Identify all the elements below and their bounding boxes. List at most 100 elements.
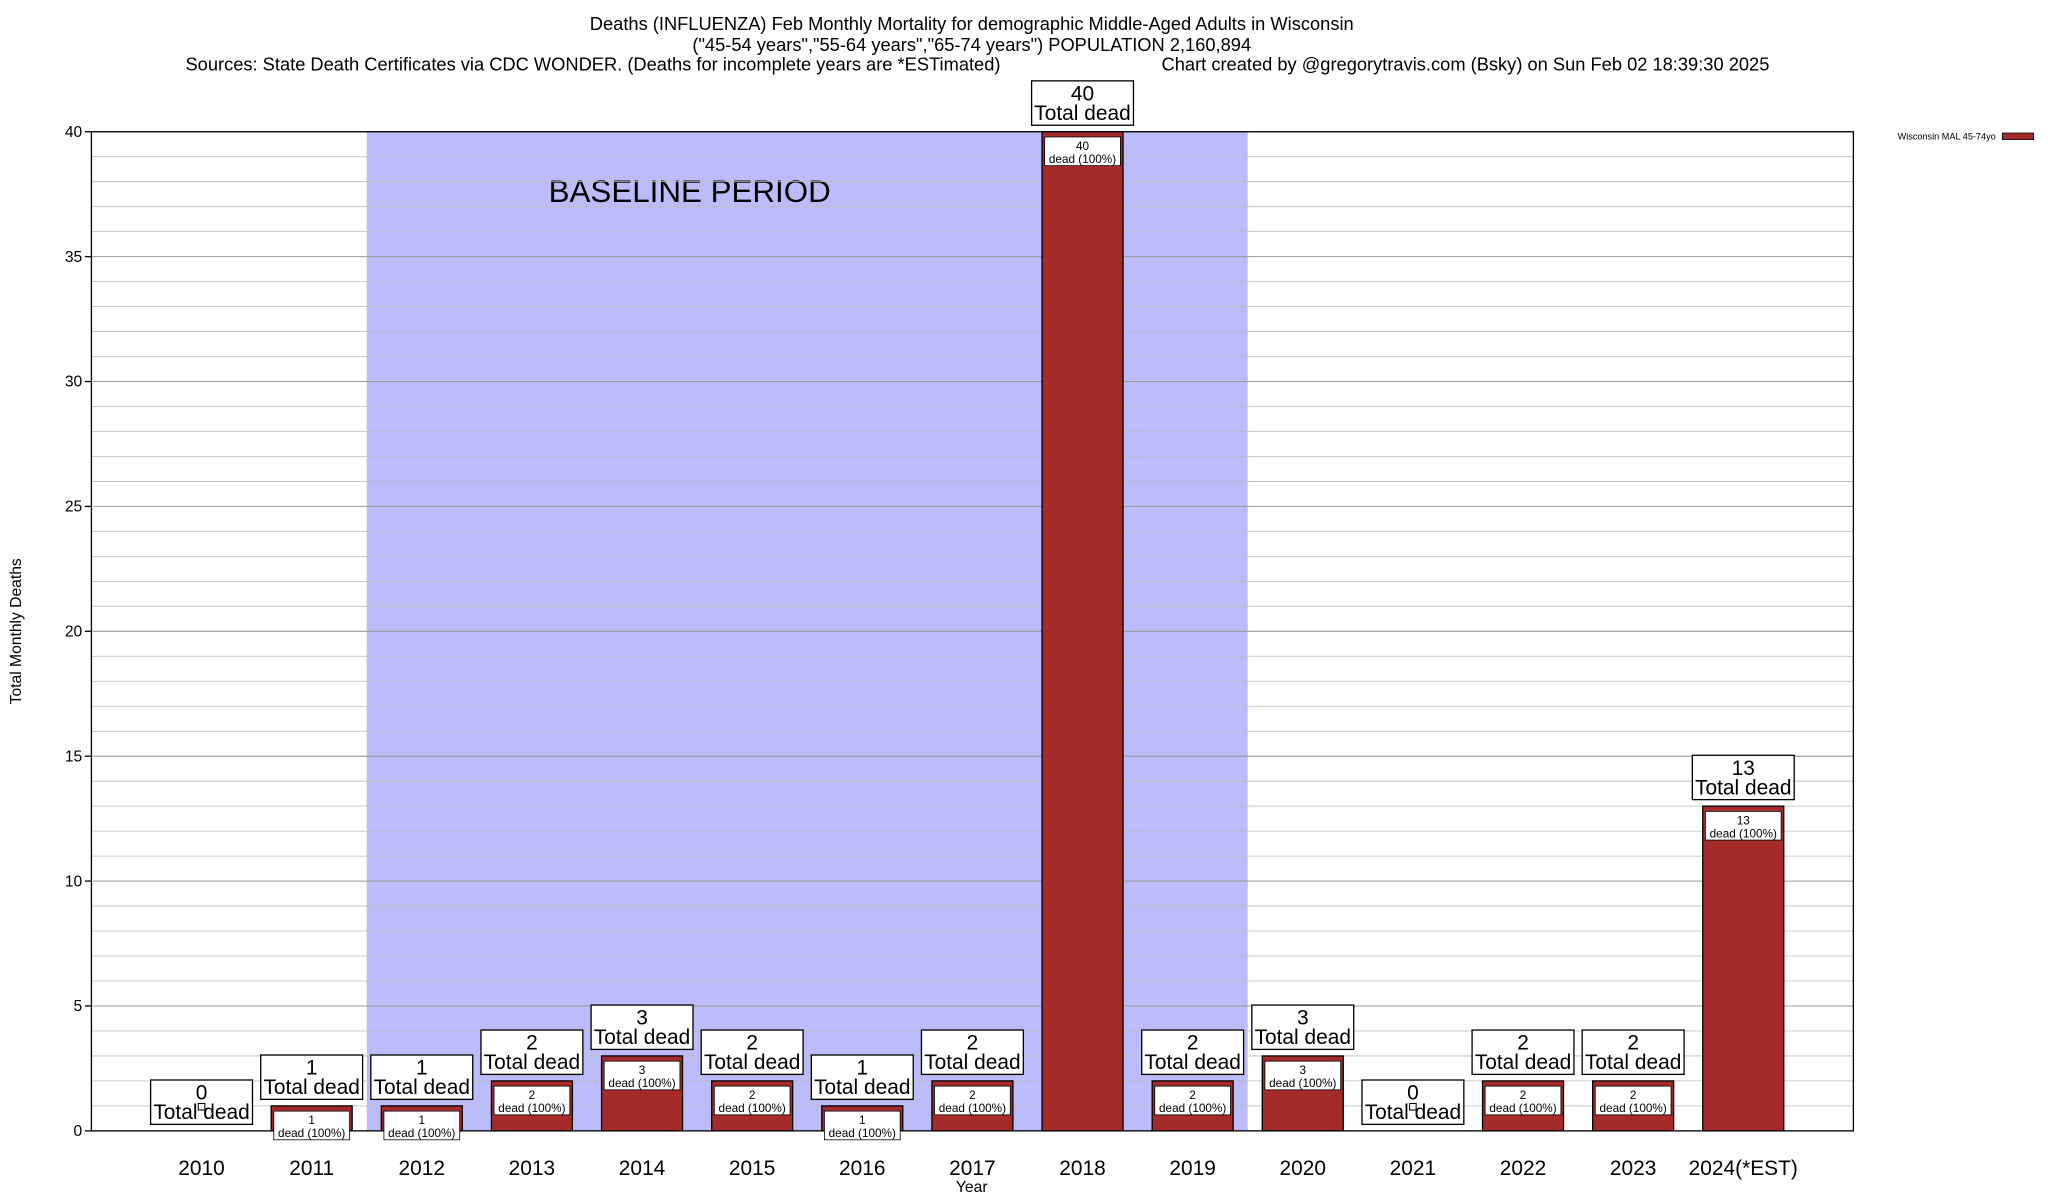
x-tick-label: 2016 [839,1157,885,1180]
legend-label: Wisconsin MAL 45-74yo [1898,132,1996,142]
x-tick-label: 2021 [1390,1157,1436,1180]
total-label: Total dead [484,1051,580,1074]
segment-label: dead (100%) [278,1127,345,1140]
total-value-label: 2 [967,1032,979,1055]
segment-label-box [603,1060,681,1091]
total-label: Total dead [1475,1051,1571,1074]
segment-value-label: 13 [1737,814,1751,827]
x-tick-label: 2023 [1610,1157,1656,1180]
total-value-label: 2 [1187,1032,1199,1055]
segment-value-label: 1 [308,1114,315,1127]
segment-label: dead (100%) [1710,827,1777,840]
total-label: Total dead [594,1026,690,1049]
segment-label-box [273,1110,350,1141]
x-tick-label: 2014 [619,1157,665,1180]
segment-label-box [1154,1085,1231,1116]
y-tick-label: 10 [65,873,83,890]
total-label-box [1251,1004,1355,1051]
total-label: Total dead [1034,102,1130,125]
x-tick-label: 2020 [1280,1157,1326,1180]
segment-label: dead (100%) [939,1102,1006,1115]
bar [1702,805,1785,1132]
total-label: Total dead [1365,1101,1461,1124]
y-tick-label: 15 [65,748,83,765]
y-axis-label: Total Monthly Deaths [8,558,25,704]
y-tick-label: 20 [65,624,83,641]
total-label: Total dead [1585,1051,1681,1074]
total-label: Total dead [704,1051,800,1074]
segment-label: dead (100%) [388,1127,455,1140]
zero-marker [1409,1102,1417,1111]
segment-value-label: 2 [1630,1089,1637,1102]
segment-value-label: 2 [529,1089,536,1102]
total-label: Total dead [924,1051,1020,1074]
segment-label-box [1044,136,1121,167]
total-label-box [810,1054,914,1101]
segment-value-label: 3 [1300,1064,1307,1077]
total-value-label: 3 [1297,1007,1309,1030]
segment-label: dead (100%) [1269,1077,1336,1090]
segment-value-label: 2 [1520,1089,1527,1102]
y-tick-label: 35 [65,249,83,266]
total-label: Total dead [1144,1051,1240,1074]
segment-label: dead (100%) [1049,153,1116,166]
total-value-label: 2 [1517,1032,1529,1055]
segment-value-label: 3 [639,1064,646,1077]
total-label: Total dead [1255,1026,1351,1049]
total-value-label: 40 [1071,82,1094,105]
legend-swatch [2001,132,2035,140]
total-label-box [920,1029,1024,1076]
x-tick-label: 2012 [399,1157,445,1180]
y-tick-label: 40 [65,124,83,141]
total-value-label: 0 [1407,1082,1419,1105]
segment-value-label: 2 [1189,1089,1196,1102]
total-label: Total dead [374,1076,470,1099]
chart-subtitle: ("45-54 years","55-64 years","65-74 year… [692,34,1251,55]
y-tick-label: 5 [74,998,83,1015]
total-label: Total dead [1695,776,1791,799]
total-value-label: 2 [746,1032,758,1055]
total-label-box [1030,80,1135,126]
total-value-label: 1 [306,1057,318,1080]
segment-label-box [493,1085,571,1116]
y-tick-label: 0 [74,1123,83,1140]
segment-label-box [1704,810,1782,841]
x-tick-label: 2011 [289,1157,334,1180]
segment-label: dead (100%) [1489,1102,1556,1115]
segment-label: dead (100%) [1600,1102,1667,1115]
sources: Sources: State Death Certificates via CD… [185,53,1000,74]
bar [1041,131,1124,1132]
x-tick-label: 2022 [1500,1157,1546,1180]
total-label-box [1691,754,1795,801]
y-tick-label: 25 [65,499,83,516]
x-tick-label: 2024(*EST) [1689,1157,1798,1180]
segment-label-box [713,1085,791,1116]
segment-value-label: 1 [419,1114,426,1127]
segment-value-label: 40 [1076,140,1090,153]
x-axis-label: Year [956,1179,988,1196]
total-value-label: 0 [196,1082,208,1105]
total-value-label: 2 [1627,1032,1639,1055]
total-value-label: 1 [856,1057,868,1080]
segment-value-label: 1 [859,1114,866,1127]
x-tick-label: 2010 [178,1157,224,1180]
total-value-label: 13 [1732,757,1755,780]
segment-label: dead (100%) [608,1077,675,1090]
segment-label-box [383,1110,461,1141]
segment-label: dead (100%) [1159,1102,1226,1115]
total-label-box [480,1029,584,1076]
total-label-box [260,1054,364,1101]
zero-marker [197,1102,206,1111]
chart-title: Deaths (INFLUENZA) Feb Monthly Mortality… [590,13,1354,34]
total-label-box [700,1029,804,1076]
credit: Chart created by @gregorytravis.com (Bsk… [1162,53,1770,74]
x-tick-label: 2013 [509,1157,555,1180]
segment-value-label: 2 [749,1089,756,1102]
total-label-box [1471,1029,1575,1076]
total-label-box [370,1054,474,1101]
segment-label-box [934,1085,1011,1116]
total-label: Total dead [153,1101,249,1124]
y-tick-label: 30 [65,374,83,391]
